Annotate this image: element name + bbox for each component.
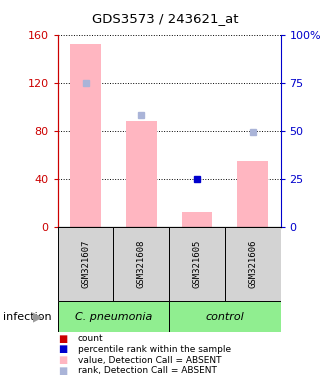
Bar (114, 227, 169, 301)
Bar (58, 301, 169, 332)
Text: ■: ■ (58, 355, 67, 365)
Bar (237, 161, 268, 227)
Text: control: control (206, 312, 244, 322)
Bar (126, 121, 157, 227)
Text: GSM321608: GSM321608 (137, 240, 146, 288)
Text: count: count (78, 334, 103, 343)
Text: C. pneumonia: C. pneumonia (75, 312, 152, 322)
Text: GSM321606: GSM321606 (248, 240, 257, 288)
Text: ■: ■ (58, 366, 67, 376)
Text: percentile rank within the sample: percentile rank within the sample (78, 345, 231, 354)
Bar (225, 227, 280, 301)
Bar (70, 44, 101, 227)
Text: infection: infection (3, 312, 52, 322)
Bar (58, 227, 114, 301)
Text: ▶: ▶ (33, 310, 43, 323)
Text: GSM321605: GSM321605 (192, 240, 202, 288)
Text: value, Detection Call = ABSENT: value, Detection Call = ABSENT (78, 356, 221, 365)
Bar (182, 212, 212, 227)
Text: ■: ■ (58, 344, 67, 354)
Bar (169, 227, 225, 301)
Text: rank, Detection Call = ABSENT: rank, Detection Call = ABSENT (78, 366, 216, 376)
Bar (169, 301, 280, 332)
Text: ■: ■ (58, 334, 67, 344)
Text: GDS3573 / 243621_at: GDS3573 / 243621_at (92, 12, 238, 25)
Text: GSM321607: GSM321607 (81, 240, 90, 288)
